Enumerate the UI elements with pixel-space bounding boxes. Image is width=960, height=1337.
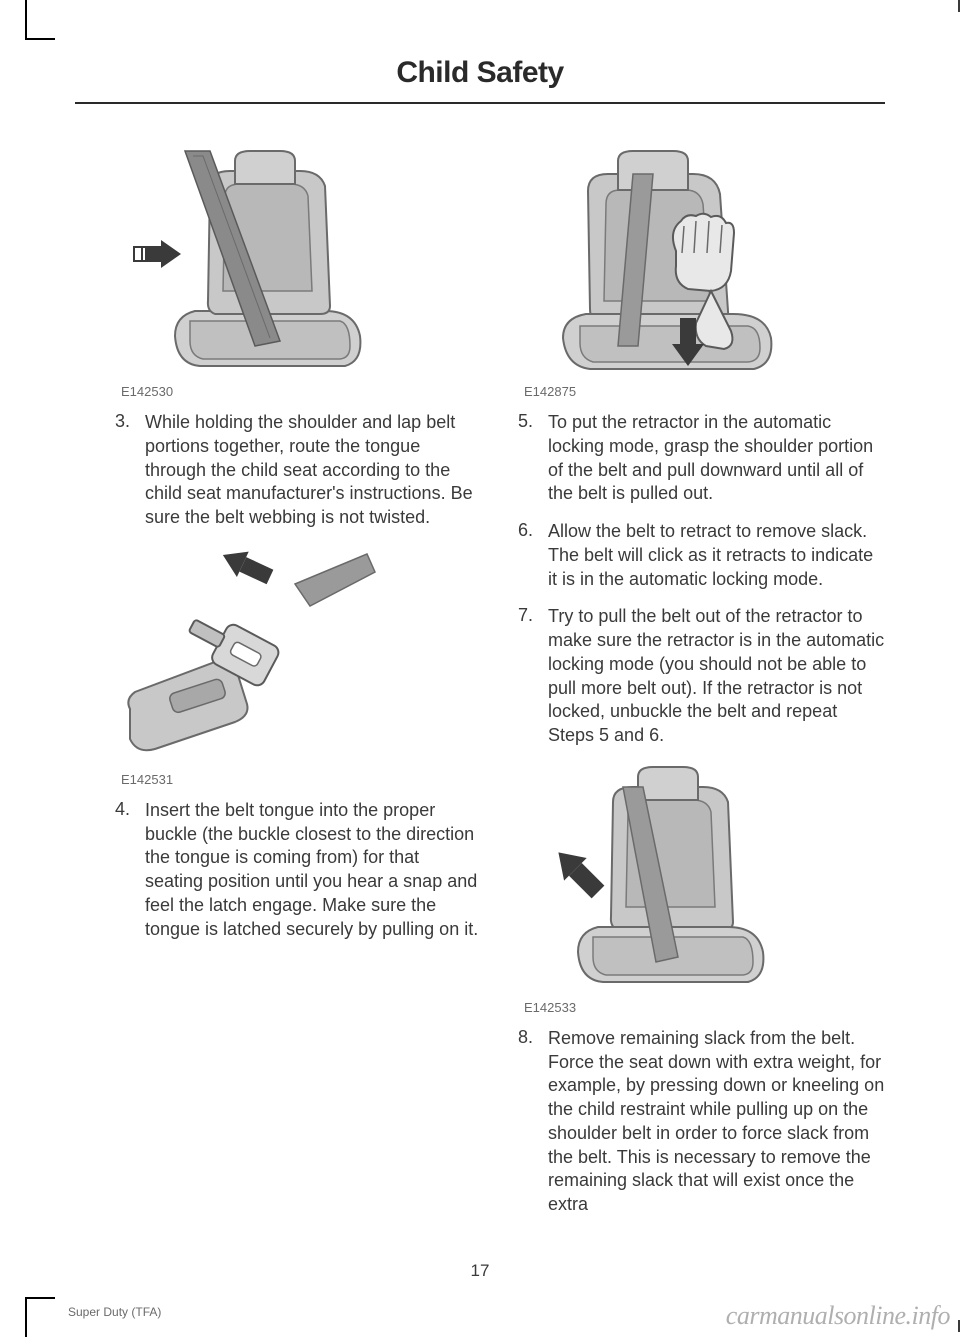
left-column: E142530 3. While holding the shoulder an…	[115, 146, 482, 1231]
watermark: carmanualsonline.info	[726, 1301, 950, 1331]
footer-text: Super Duty (TFA)	[68, 1305, 161, 1319]
figure-seat-belt-routing	[115, 146, 482, 381]
step-number: 7.	[518, 605, 548, 748]
step-3: 3. While holding the shoulder and lap be…	[115, 411, 482, 530]
step-8: 8. Remove remaining slack from the belt.…	[518, 1027, 885, 1217]
step-number: 3.	[115, 411, 145, 530]
crop-mark-bottom-left	[25, 1297, 55, 1337]
step-text: Allow the belt to retract to remove slac…	[548, 520, 885, 591]
step-number: 6.	[518, 520, 548, 591]
figure-buckle	[115, 544, 482, 769]
content-area: E142530 3. While holding the shoulder an…	[0, 104, 960, 1231]
step-number: 4.	[115, 799, 145, 942]
step-text: To put the retractor in the automatic lo…	[548, 411, 885, 506]
step-4: 4. Insert the belt tongue into the prope…	[115, 799, 482, 942]
page-header: Child Safety	[0, 0, 960, 90]
page-title: Child Safety	[0, 56, 960, 90]
step-text: Insert the belt tongue into the proper b…	[145, 799, 482, 942]
page-number: 17	[0, 1261, 960, 1281]
figure-label-1: E142530	[121, 384, 482, 399]
step-5: 5. To put the retractor in the automatic…	[518, 411, 885, 506]
figure-remove-slack	[518, 762, 885, 997]
step-text: While holding the shoulder and lap belt …	[145, 411, 482, 530]
figure-label-3: E142875	[524, 384, 885, 399]
figure-label-4: E142533	[524, 1000, 885, 1015]
right-column: E142875 5. To put the retractor in the a…	[518, 146, 885, 1231]
step-6: 6. Allow the belt to retract to remove s…	[518, 520, 885, 591]
crop-mark-top-left	[25, 0, 55, 40]
step-number: 8.	[518, 1027, 548, 1217]
step-number: 5.	[518, 411, 548, 506]
step-text: Try to pull the belt out of the retracto…	[548, 605, 885, 748]
figure-label-2: E142531	[121, 772, 482, 787]
figure-pull-belt	[518, 146, 885, 381]
step-7: 7. Try to pull the belt out of the retra…	[518, 605, 885, 748]
step-text: Remove remaining slack from the belt. Fo…	[548, 1027, 885, 1217]
